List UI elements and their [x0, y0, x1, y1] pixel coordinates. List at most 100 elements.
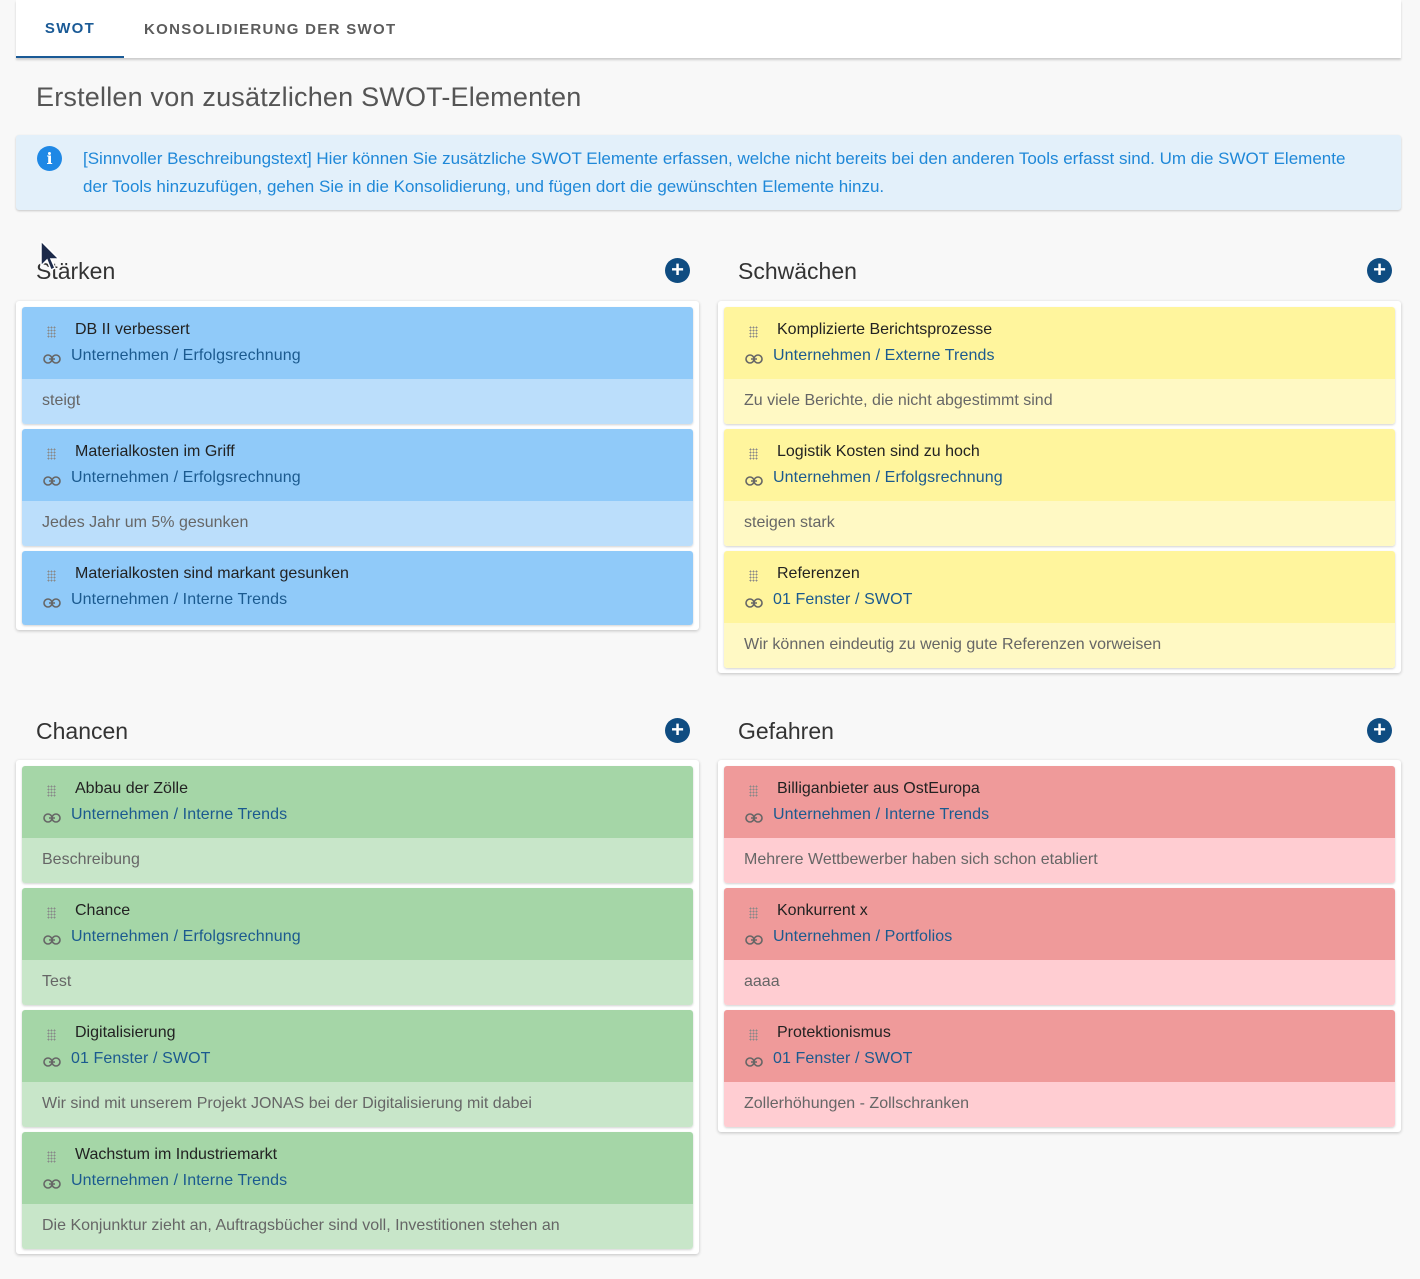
swot-card-source-link[interactable]: Unternehmen / Erfolgsrechnung [71, 928, 301, 945]
swot-card-title: Referenzen [777, 565, 860, 582]
swot-card[interactable]: Referenzen 01 Fenster / SWOT Wir können ei… [724, 551, 1395, 668]
drag-handle-icon[interactable] [749, 448, 758, 460]
swot-card-description: aaaa [724, 960, 1395, 1005]
drag-handle-icon[interactable] [47, 326, 56, 338]
swot-card-header[interactable]: Komplizierte Berichtsprozesse Unternehmen… [724, 307, 1395, 379]
drag-handle-icon[interactable] [47, 1029, 56, 1041]
link-icon [43, 595, 61, 608]
section-title-threats: Gefahren [738, 718, 834, 744]
info-text: [Sinnvoller Beschreibungstext] Hier könn… [83, 149, 1346, 196]
drag-handle-icon[interactable] [47, 448, 56, 460]
swot-card-header[interactable]: Chance Unternehmen / Erfolgsrechnung [22, 888, 693, 960]
strengths-panel: DB II verbessert Unternehmen / Erfolgsrec… [16, 301, 699, 630]
swot-card-header[interactable]: Wachstum im Industriemarkt Unternehmen / … [22, 1132, 693, 1204]
swot-card[interactable]: Komplizierte Berichtsprozesse Unternehmen… [724, 307, 1395, 424]
swot-card-title: DB II verbessert [75, 321, 190, 338]
swot-card-header[interactable]: Billiganbieter aus OstEuropa Unternehmen … [724, 766, 1395, 838]
threats-panel: Billiganbieter aus OstEuropa Unternehmen … [718, 760, 1401, 1132]
link-icon [745, 473, 763, 486]
swot-card-description: Mehrere Wettbewerber haben sich schon et… [724, 838, 1395, 883]
swot-card-source-link[interactable]: Unternehmen / Interne Trends [71, 1172, 288, 1189]
swot-card-header[interactable]: Konkurrent x Unternehmen / Portfolios [724, 888, 1395, 960]
swot-card-description: Die Konjunktur zieht an, Auftragsbücher … [22, 1204, 693, 1249]
section-header-strengths: Stärken + [36, 258, 690, 288]
swot-card-source-link[interactable]: Unternehmen / Interne Trends [773, 806, 990, 823]
swot-card-source-link[interactable]: 01 Fenster / SWOT [773, 591, 913, 608]
swot-card-description: Test [22, 960, 693, 1005]
swot-card-header[interactable]: Materialkosten im Griff Unternehmen / Erf… [22, 429, 693, 501]
swot-card-header[interactable]: DB II verbessert Unternehmen / Erfolgsrec… [22, 307, 693, 379]
swot-card-description: Zollerhöhungen - Zollschranken [724, 1082, 1395, 1127]
link-icon [745, 595, 763, 608]
swot-card[interactable]: Digitalisierung 01 Fenster / SWOT Wir sind… [22, 1010, 693, 1127]
tab-bar: SWOT KONSOLIDIERUNG DER SWOT [16, 0, 1401, 58]
swot-card-title: Logistik Kosten sind zu hoch [777, 443, 980, 460]
page-title: Erstellen von zusätzlichen SWOT-Elemente… [36, 82, 582, 112]
link-icon [745, 1054, 763, 1067]
drag-handle-icon[interactable] [749, 570, 758, 582]
swot-card-source-link[interactable]: 01 Fenster / SWOT [71, 1050, 211, 1067]
drag-handle-icon[interactable] [749, 907, 758, 919]
swot-card[interactable]: Konkurrent x Unternehmen / Portfolios aaaa [724, 888, 1395, 1005]
drag-handle-icon[interactable] [749, 1029, 758, 1041]
swot-card-description: Zu viele Berichte, die nicht abgestimmt … [724, 379, 1395, 424]
section-header-weaknesses: Schwächen + [738, 258, 1392, 288]
add-threat-button[interactable]: + [1367, 718, 1392, 743]
drag-handle-icon[interactable] [47, 570, 56, 582]
swot-card-title: Protektionismus [777, 1024, 891, 1041]
swot-card-source-link[interactable]: 01 Fenster / SWOT [773, 1050, 913, 1067]
drag-handle-icon[interactable] [47, 1151, 56, 1163]
swot-card[interactable]: Billiganbieter aus OstEuropa Unternehmen … [724, 766, 1395, 883]
swot-card-header[interactable]: Logistik Kosten sind zu hoch Unternehmen … [724, 429, 1395, 501]
link-icon [745, 810, 763, 823]
link-icon [745, 932, 763, 945]
link-icon [43, 1054, 61, 1067]
swot-card-title: Konkurrent x [777, 902, 868, 919]
swot-card-title: Digitalisierung [75, 1024, 176, 1041]
swot-card[interactable]: Materialkosten im Griff Unternehmen / Erf… [22, 429, 693, 546]
swot-card-source-link[interactable]: Unternehmen / Externe Trends [773, 347, 995, 364]
link-icon [43, 473, 61, 486]
swot-card-title: Materialkosten im Griff [75, 443, 235, 460]
swot-card-description: steigen stark [724, 501, 1395, 546]
link-icon [43, 932, 61, 945]
drag-handle-icon[interactable] [749, 785, 758, 797]
swot-card-source-link[interactable]: Unternehmen / Erfolgsrechnung [71, 347, 301, 364]
info-icon: i [37, 146, 62, 171]
mouse-cursor-icon [40, 240, 61, 272]
swot-card-title: Billiganbieter aus OstEuropa [777, 780, 980, 797]
drag-handle-icon[interactable] [47, 785, 56, 797]
swot-card-title: Materialkosten sind markant gesunken [75, 565, 349, 582]
tab-swot[interactable]: SWOT [16, 0, 124, 58]
swot-card-header[interactable]: Abbau der Zölle Unternehmen / Interne Tre… [22, 766, 693, 838]
swot-card[interactable]: Logistik Kosten sind zu hoch Unternehmen … [724, 429, 1395, 546]
swot-card[interactable]: Chance Unternehmen / Erfolgsrechnung Test [22, 888, 693, 1005]
swot-card-source-link[interactable]: Unternehmen / Interne Trends [71, 806, 288, 823]
swot-card[interactable]: Wachstum im Industriemarkt Unternehmen / … [22, 1132, 693, 1249]
add-opportunity-button[interactable]: + [665, 718, 690, 743]
swot-card-header[interactable]: Protektionismus 01 Fenster / SWOT [724, 1010, 1395, 1082]
link-icon [43, 1176, 61, 1189]
swot-card-header[interactable]: Digitalisierung 01 Fenster / SWOT [22, 1010, 693, 1082]
drag-handle-icon[interactable] [749, 326, 758, 338]
swot-card-source-link[interactable]: Unternehmen / Erfolgsrechnung [773, 469, 1003, 486]
weaknesses-panel: Komplizierte Berichtsprozesse Unternehmen… [718, 301, 1401, 673]
swot-card-source-link[interactable]: Unternehmen / Interne Trends [71, 591, 288, 608]
swot-card-header[interactable]: Materialkosten sind markant gesunken Unte… [22, 551, 693, 625]
swot-card-title: Komplizierte Berichtsprozesse [777, 321, 993, 338]
opportunities-panel: Abbau der Zölle Unternehmen / Interne Tre… [16, 760, 699, 1254]
add-strength-button[interactable]: + [665, 258, 690, 283]
swot-card-source-link[interactable]: Unternehmen / Erfolgsrechnung [71, 469, 301, 486]
add-weakness-button[interactable]: + [1367, 258, 1392, 283]
swot-card[interactable]: Materialkosten sind markant gesunken Unte… [22, 551, 693, 625]
swot-card-header[interactable]: Referenzen 01 Fenster / SWOT [724, 551, 1395, 623]
swot-card-title: Abbau der Zölle [75, 780, 188, 797]
swot-card[interactable]: Protektionismus 01 Fenster / SWOT Zollerhö… [724, 1010, 1395, 1127]
section-title-opportunities: Chancen [36, 718, 129, 744]
swot-card-source-link[interactable]: Unternehmen / Portfolios [773, 928, 953, 945]
swot-card[interactable]: Abbau der Zölle Unternehmen / Interne Tre… [22, 766, 693, 883]
drag-handle-icon[interactable] [47, 907, 56, 919]
swot-card-description: Beschreibung [22, 838, 693, 883]
tab-konsolidierung[interactable]: KONSOLIDIERUNG DER SWOT [144, 20, 397, 38]
swot-card[interactable]: DB II verbessert Unternehmen / Erfolgsrec… [22, 307, 693, 424]
